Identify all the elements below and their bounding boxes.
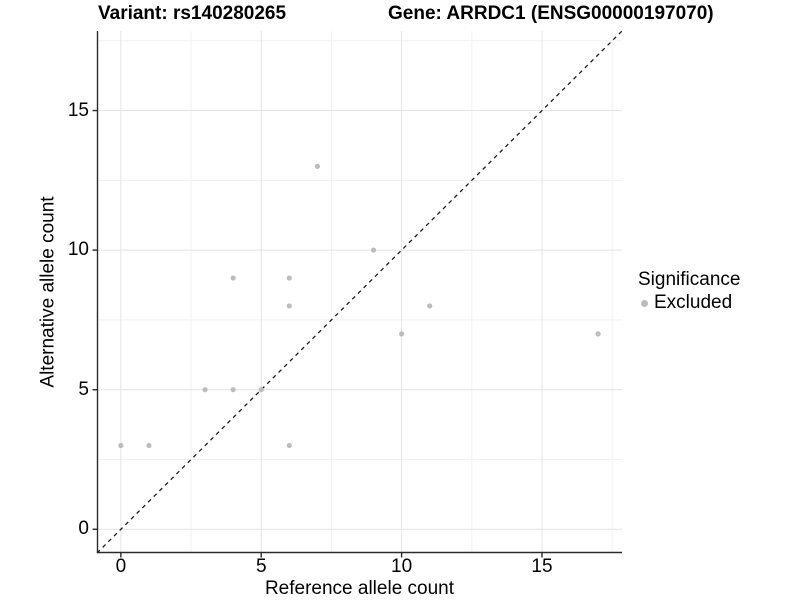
data-point xyxy=(146,442,152,449)
plot-title-gene: Gene: ARRDC1 (ENSG00000197070) xyxy=(388,3,714,24)
data-point xyxy=(595,331,601,337)
data-point xyxy=(202,387,208,393)
x-axis-title: Reference allele count xyxy=(264,578,455,599)
x-tick-label: 0 xyxy=(115,556,127,577)
x-tick-label: 15 xyxy=(531,556,553,577)
legend-item-label: Excluded xyxy=(654,292,733,313)
data-point xyxy=(427,303,433,309)
legend-item-excluded: Excluded xyxy=(638,292,740,314)
y-tick-label: 5 xyxy=(78,378,89,400)
y-tick-label: 0 xyxy=(78,518,89,540)
data-point xyxy=(286,442,292,449)
plot-title-variant: Variant: rs140280265 xyxy=(98,3,287,24)
x-tick-label: 10 xyxy=(391,556,413,577)
legend: Significance Excluded xyxy=(638,269,740,314)
x-tick-label: 5 xyxy=(255,556,267,577)
y-axis-title: Alternative allele count xyxy=(37,196,59,388)
plot-canvas xyxy=(92,30,623,558)
legend-point-icon xyxy=(641,299,648,307)
data-point xyxy=(286,303,292,309)
data-point xyxy=(118,442,124,449)
identity-reference-line xyxy=(96,30,623,554)
legend-title: Significance xyxy=(638,269,741,290)
y-tick-label: 15 xyxy=(67,99,89,121)
data-point xyxy=(370,247,377,253)
plot-panel xyxy=(92,30,623,558)
data-point xyxy=(230,275,236,281)
data-point xyxy=(230,387,236,393)
data-point xyxy=(258,387,264,393)
data-point xyxy=(399,331,405,337)
data-point xyxy=(286,275,292,281)
data-point xyxy=(314,163,320,169)
y-tick-label: 10 xyxy=(67,239,89,261)
